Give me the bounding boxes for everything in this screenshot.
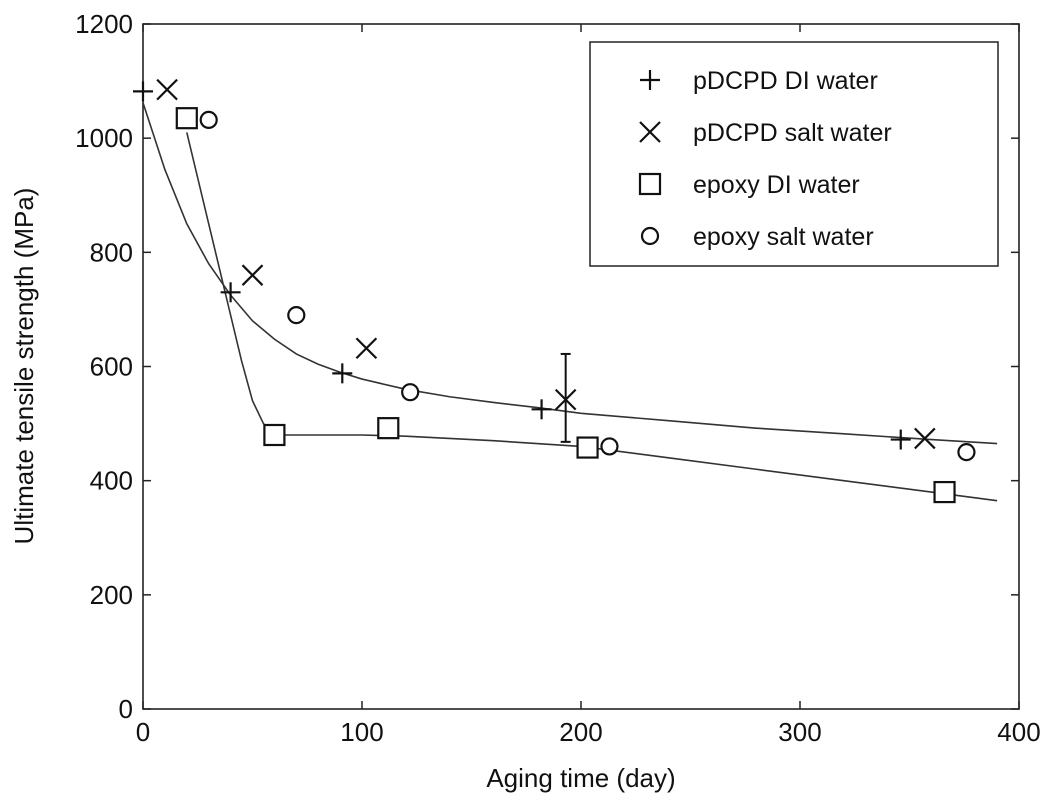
legend-label: pDCPD salt water (693, 119, 892, 147)
data-point-x (241, 264, 264, 286)
data-point-circle (199, 110, 218, 130)
data-point-plus (332, 363, 353, 384)
legend: pDCPD DI water pDCPD salt water epoxy DI w… (589, 41, 999, 267)
data-point-plus (220, 282, 241, 303)
y-tick-label: 1200 (75, 9, 133, 39)
fit-curve (142, 102, 998, 445)
data-point-plus (133, 81, 153, 102)
fit-curve (186, 132, 998, 502)
y-tick-label: 400 (90, 466, 133, 496)
data-point-circle (401, 383, 420, 402)
y-tick-label: 0 (119, 694, 133, 724)
x-tick-label: 300 (778, 717, 821, 747)
data-point-square (377, 417, 400, 440)
axis-ticks: 0 100 200 300 400 0 200 400 600 800 1000 1200 (75, 9, 1041, 747)
data-point-square (263, 423, 286, 447)
data-point-plus (531, 399, 552, 420)
x-tick-label: 400 (997, 717, 1040, 747)
data-point-plus (890, 429, 911, 450)
legend-marker-square (638, 172, 662, 196)
data-point-x (156, 78, 178, 101)
legend-marker-circle (640, 226, 660, 246)
data-point-circle (600, 437, 619, 456)
error-bar (560, 352, 571, 443)
legend-label: pDCPD DI water (693, 67, 878, 95)
y-tick-label: 800 (90, 237, 133, 267)
fit-curves (142, 102, 998, 502)
data-point-square (933, 480, 956, 504)
legend-label: epoxy salt water (693, 223, 874, 251)
x-tick-label: 200 (559, 717, 602, 747)
y-tick-label: 1000 (75, 123, 133, 153)
data-point-circle (957, 443, 976, 462)
legend-marker-x (639, 121, 661, 143)
y-tick-label: 600 (90, 352, 133, 382)
legend-marker-plus (640, 70, 660, 90)
x-tick-label: 0 (136, 717, 150, 747)
data-point-x (554, 388, 577, 411)
data-point-square (175, 107, 198, 130)
data-point-square (576, 436, 599, 459)
x-axis-title: Aging time (day) (486, 763, 675, 793)
data-point-x (355, 337, 378, 360)
data-point-circle (287, 306, 306, 325)
y-axis-title: Ultimate tensile strength (MPa) (9, 188, 39, 545)
legend-label: epoxy DI water (693, 171, 860, 199)
x-tick-label: 100 (340, 717, 383, 747)
data-point-x (914, 427, 936, 450)
data-markers (133, 78, 976, 504)
y-tick-label: 200 (90, 580, 133, 610)
